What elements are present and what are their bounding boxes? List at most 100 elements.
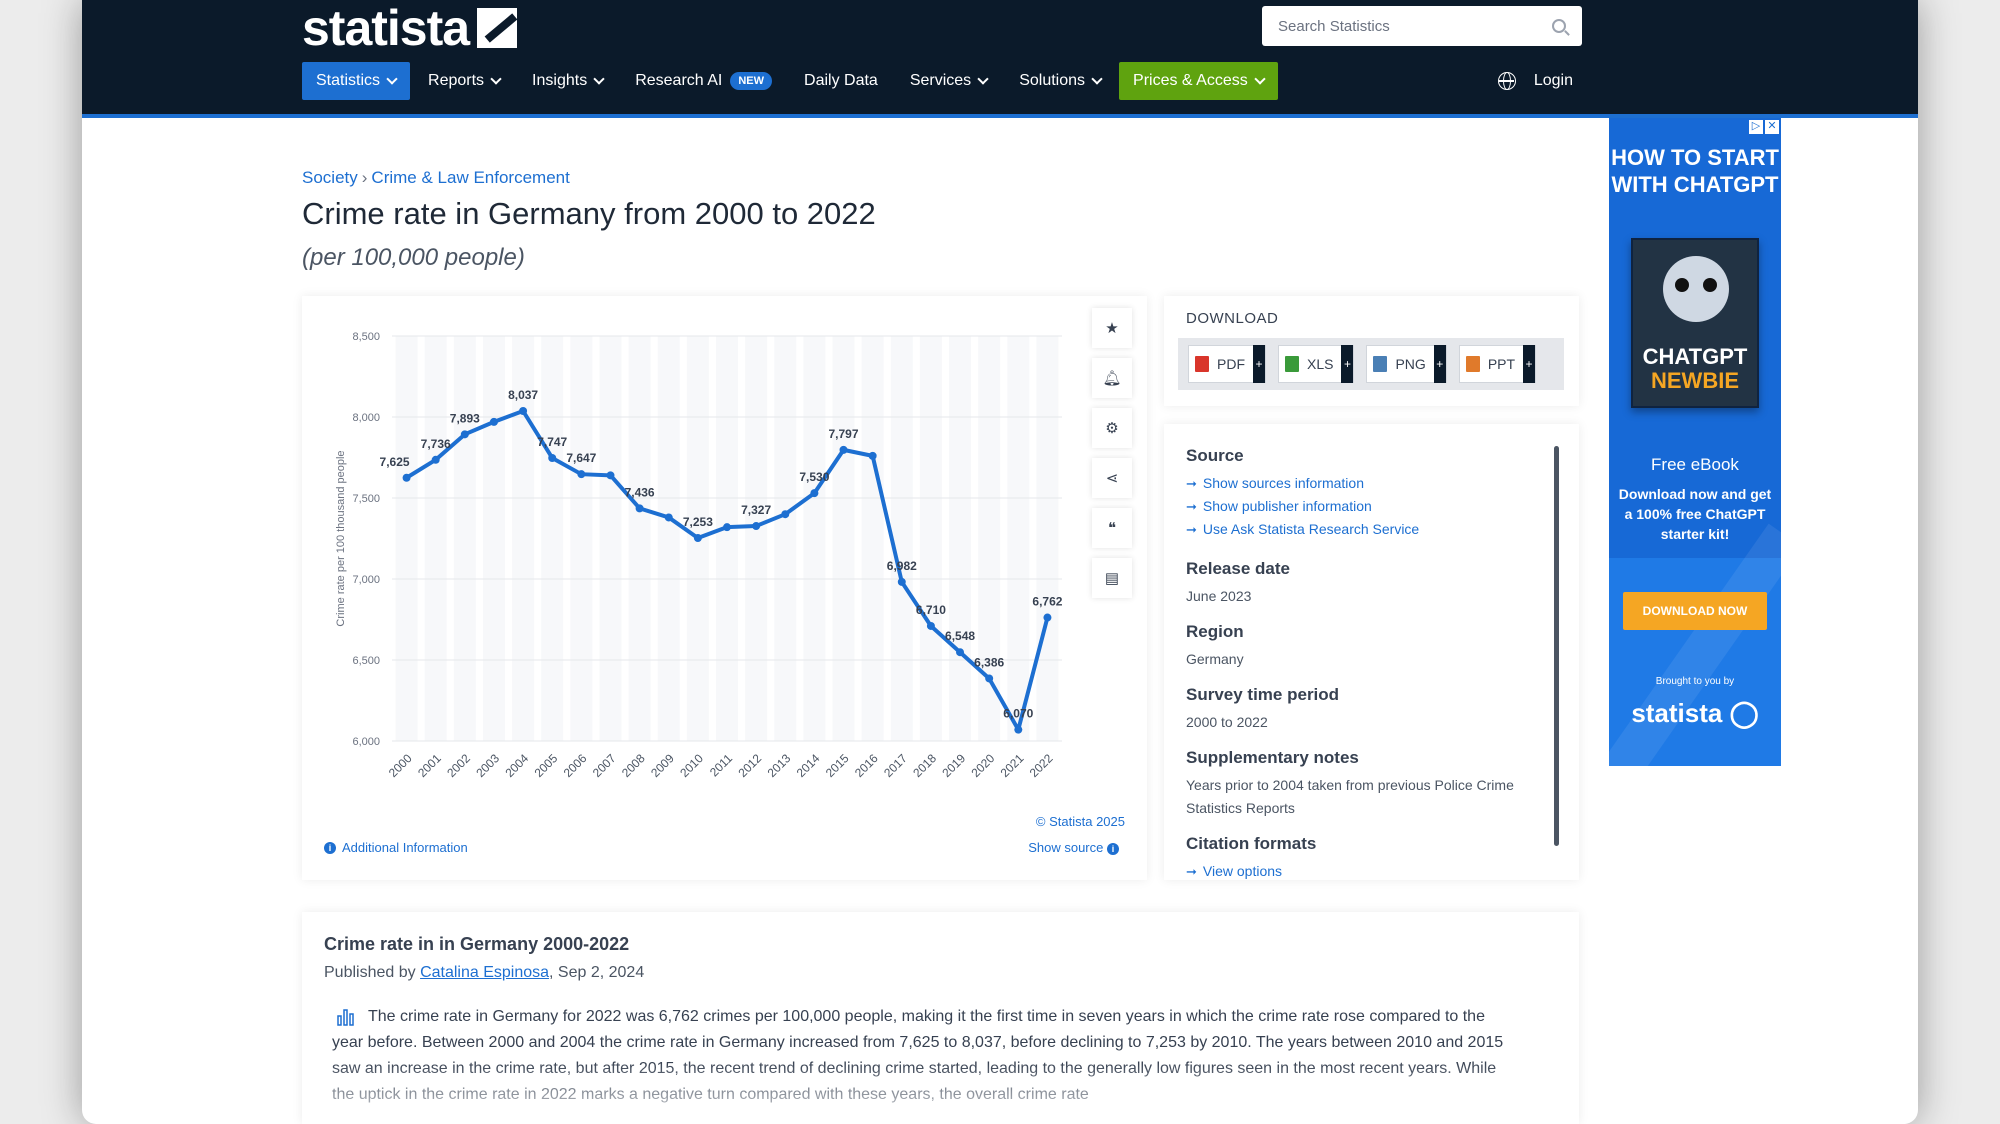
search-icon[interactable] xyxy=(1552,19,1566,33)
line-chart: 6,000 6,500 7,000 7,500 8,000 8,500 Crime rate… xyxy=(335,331,1063,780)
nav-label: Statistics xyxy=(316,72,381,89)
show-source-link[interactable]: Show source i xyxy=(1028,840,1125,855)
data-label: 7,253 xyxy=(683,515,713,529)
share-icon[interactable]: ⋖ xyxy=(1092,458,1132,498)
chart-column-band xyxy=(541,336,564,741)
chart-column-band xyxy=(1036,336,1059,741)
data-label: 7,797 xyxy=(829,427,859,441)
ad-download-button[interactable]: DOWNLOAD NOW xyxy=(1623,592,1767,630)
chart-column-band xyxy=(716,336,738,741)
plus-icon[interactable]: + xyxy=(1523,345,1536,383)
source-info-card: Source ➞ Show sources information ➞ Show p… xyxy=(1164,424,1579,880)
ad-free-ebook: Free eBook xyxy=(1651,455,1739,474)
ad-body-text: Download now and get a 100% free ChatGPT… xyxy=(1618,486,1772,542)
login-link[interactable]: Login xyxy=(1533,72,1573,89)
survey-period-heading: Survey time period xyxy=(1186,685,1340,704)
ad-brought-by: Brought to you by xyxy=(1655,676,1735,687)
x-tick-label: 2002 xyxy=(444,751,473,780)
robot-illustration xyxy=(1663,256,1729,322)
star-icon[interactable]: ★ xyxy=(1092,308,1132,348)
print-icon[interactable]: ▤ xyxy=(1092,558,1132,598)
chevron-down-icon xyxy=(1091,73,1103,85)
nav-label: Reports xyxy=(428,72,485,89)
x-tick-label: 2005 xyxy=(532,751,561,780)
search-input[interactable]: Search Statistics xyxy=(1278,17,1390,35)
plus-icon[interactable]: + xyxy=(1433,345,1446,383)
data-label: 6,982 xyxy=(887,559,917,573)
download-png-button[interactable]: PNG + xyxy=(1366,345,1447,383)
chart-column-band xyxy=(599,336,622,741)
data-point xyxy=(926,621,935,630)
chart-column-band xyxy=(745,336,768,741)
show-publisher-link[interactable]: ➞ Show publisher information xyxy=(1186,495,1556,518)
statista-logo[interactable]: statista xyxy=(302,0,518,56)
arrow-right-icon: ➞ xyxy=(1186,499,1197,514)
statista-credit[interactable]: © Statista 2025 xyxy=(1035,814,1125,829)
x-tick-label: 2021 xyxy=(998,751,1027,780)
nav-solutions[interactable]: Solutions xyxy=(1005,62,1115,100)
citation-heading: Citation formats xyxy=(1186,834,1317,853)
nav-reports[interactable]: Reports xyxy=(414,62,514,100)
x-tick-label: 2012 xyxy=(735,751,764,780)
ad-info-icon[interactable]: ▷ xyxy=(1749,120,1763,134)
article-card: Crime rate in in Germany 2000-2022 Publi… xyxy=(302,912,1579,1124)
data-point xyxy=(489,417,498,426)
data-label: 6,548 xyxy=(945,629,975,643)
ebook-cover-image: CHATGPT NEWBIE xyxy=(1631,238,1759,408)
ad-brand-text: statista xyxy=(1631,698,1723,728)
ad-close-icon[interactable]: ✕ xyxy=(1765,120,1779,134)
data-point xyxy=(897,577,906,586)
view-options-link[interactable]: ➞ View options xyxy=(1186,860,1556,883)
globe-icon[interactable] xyxy=(1497,72,1516,90)
pdf-label: PDF xyxy=(1217,356,1245,372)
source-heading: Source xyxy=(1186,446,1244,465)
x-tick-label: 2015 xyxy=(823,751,852,780)
search-box[interactable]: Search Statistics xyxy=(1262,6,1582,46)
data-point xyxy=(956,648,965,657)
advertisement-banner[interactable]: ▷ ✕ HOW TO START WITH CHATGPT CHATGPT NE… xyxy=(1609,118,1781,766)
logo-mark-icon xyxy=(477,8,518,48)
chevron-down-icon xyxy=(1254,73,1266,85)
x-tick-label: 2019 xyxy=(939,751,968,780)
nav-services[interactable]: Services xyxy=(896,62,1001,100)
download-ppt-button[interactable]: PPT + xyxy=(1458,345,1537,383)
data-point xyxy=(402,473,411,482)
new-badge: NEW xyxy=(730,72,773,90)
ad-controls: ▷ ✕ xyxy=(1747,120,1779,134)
x-tick-label: 2000 xyxy=(386,751,415,780)
scrollbar[interactable] xyxy=(1554,446,1559,846)
nav-prices-access[interactable]: Prices & Access xyxy=(1119,62,1278,100)
x-tick-label: 2013 xyxy=(765,751,794,780)
page-subtitle: (per 100,000 people) xyxy=(302,244,525,271)
xls-file-icon xyxy=(1285,356,1299,372)
png-label: PNG xyxy=(1395,356,1426,372)
data-point xyxy=(635,504,644,513)
breadcrumb: Society › Crime & Law Enforcement xyxy=(302,168,570,188)
author-link[interactable]: Catalina Espinosa xyxy=(420,964,550,981)
data-label: 7,893 xyxy=(450,411,480,425)
data-point xyxy=(810,489,819,498)
additional-info-link[interactable]: i Additional Information xyxy=(324,840,468,855)
gear-icon[interactable]: ⚙ xyxy=(1092,408,1132,448)
bell-icon[interactable]: 🔔︎ xyxy=(1092,358,1132,398)
data-label: 6,762 xyxy=(1032,595,1062,609)
chart-column-band xyxy=(803,336,826,741)
ask-statista-link[interactable]: ➞ Use Ask Statista Research Service xyxy=(1186,518,1556,541)
nav-insights[interactable]: Insights xyxy=(518,62,617,100)
quote-icon[interactable]: ❝ xyxy=(1092,508,1132,548)
chart-column-band xyxy=(949,336,972,741)
plus-icon[interactable]: + xyxy=(1341,345,1354,383)
download-pdf-button[interactable]: PDF + xyxy=(1188,345,1266,383)
nav-research-ai[interactable]: Research AI NEW xyxy=(621,62,786,100)
data-point xyxy=(519,407,528,416)
plus-icon[interactable]: + xyxy=(1253,345,1265,383)
show-sources-link[interactable]: ➞ Show sources information xyxy=(1186,472,1556,495)
nav-daily-data[interactable]: Daily Data xyxy=(790,62,892,100)
data-label: 7,436 xyxy=(625,485,655,499)
nav-statistics[interactable]: Statistics xyxy=(302,62,411,100)
breadcrumb-crime[interactable]: Crime & Law Enforcement xyxy=(371,168,570,187)
breadcrumb-society[interactable]: Society xyxy=(302,168,358,187)
x-tick-label: 2003 xyxy=(473,751,502,780)
download-xls-button[interactable]: XLS + xyxy=(1278,345,1355,383)
article-byline: Published by Catalina Espinosa, Sep 2, 2… xyxy=(324,964,644,982)
